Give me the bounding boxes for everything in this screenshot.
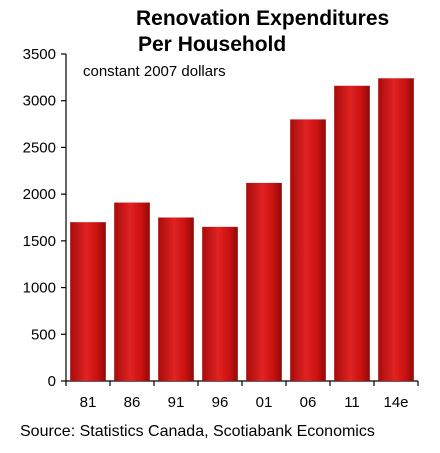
bar-96 [202,226,238,381]
bar-86 [114,202,150,381]
bars-group [70,78,414,382]
x-tick-label: 81 [80,394,97,411]
x-tick-label: 06 [300,394,317,411]
x-tick-label: 86 [124,394,141,411]
axes-group: 0 500 1000 1500 2000 2500 3000 3500 81 86 91 96 01 06… [23,46,419,411]
chart-title: Renovation Expenditures Per Household [60,6,440,58]
x-tick-label: 01 [256,394,273,411]
chart-title-line2: Per Household [138,33,287,56]
x-tick-label: 11 [344,394,360,411]
bar-06 [290,119,326,382]
x-tick-label: 96 [212,394,229,411]
chart-subtitle: constant 2007 dollars [83,63,226,80]
bar-91 [158,217,194,381]
chart-title-line1: Renovation Expenditures [136,7,390,30]
bar-01 [246,182,282,381]
bar-11 [334,85,370,381]
bar-14e [378,78,414,381]
y-tick-label: 0 [48,373,56,390]
y-tick-label: 3000 [23,93,56,110]
x-tick-label: 91 [168,394,185,411]
y-tick-label: 500 [31,326,56,343]
y-tick-label: 2500 [23,139,56,156]
y-tick-label: 1000 [23,280,56,297]
bar-81 [70,222,106,381]
x-tick-label: 14e [383,394,408,411]
y-tick-label: 3500 [23,46,56,63]
y-tick-label: 2000 [23,186,56,203]
chart-source: Source: Statistics Canada, Scotiabank Ec… [20,423,375,440]
y-tick-label: 1500 [23,233,56,250]
